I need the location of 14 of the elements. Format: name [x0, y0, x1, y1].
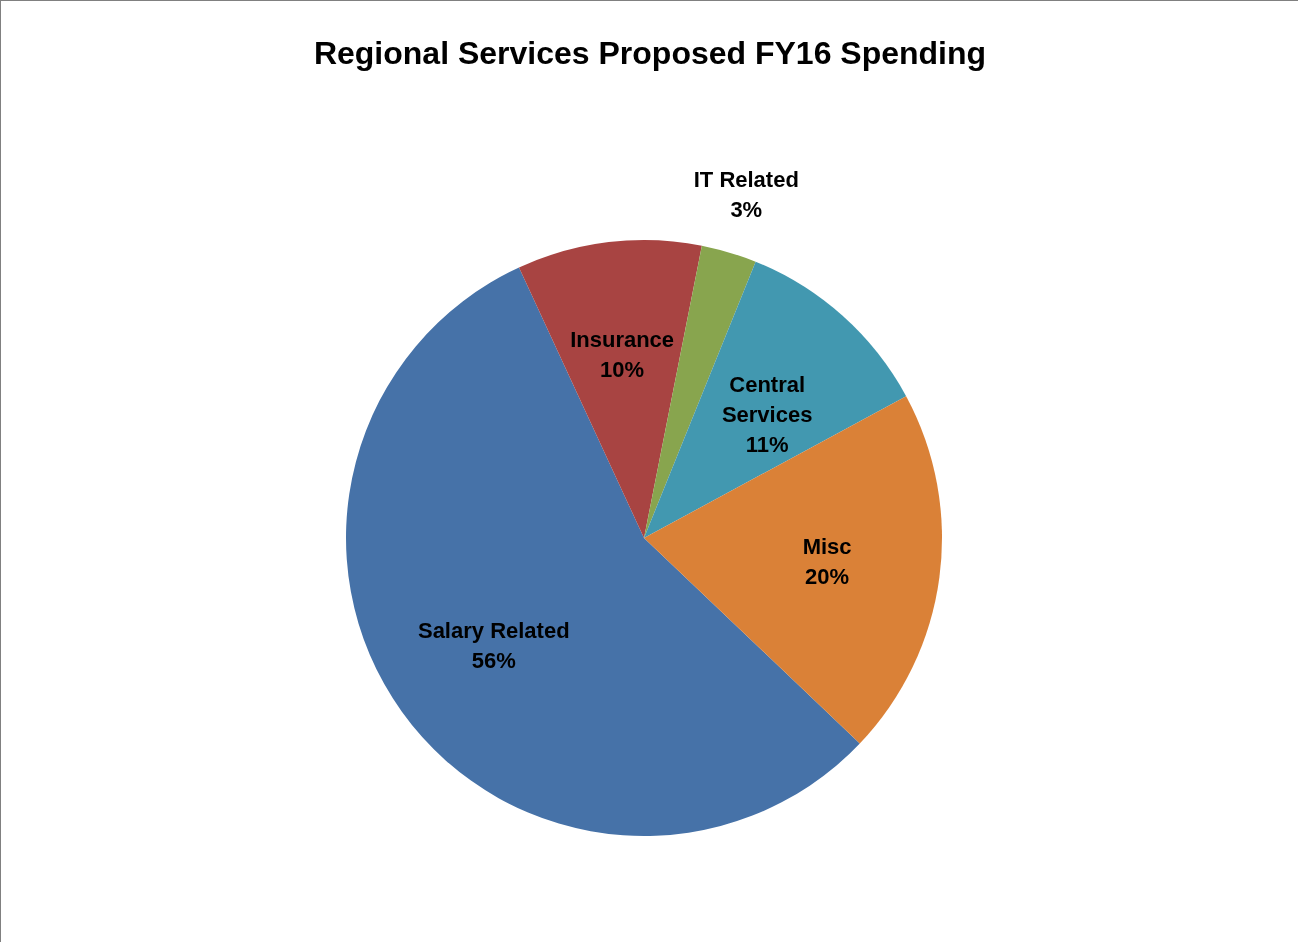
pie-slice	[644, 396, 942, 744]
slice-label: Insurance	[570, 326, 675, 352]
data-label: 10%	[600, 356, 645, 382]
chart-title: Regional Services Proposed FY16 Spending	[313, 35, 987, 71]
data-label: 20%	[805, 564, 850, 590]
slice-label: IT Related	[693, 166, 799, 192]
data-label: 3%	[730, 196, 763, 222]
slice-label: Misc	[802, 534, 852, 560]
pie-slice	[519, 240, 702, 538]
data-label: 11%	[745, 432, 789, 458]
pie-slice	[346, 267, 860, 836]
data-label: 56%	[471, 647, 516, 673]
slice-label: Salary Related	[417, 617, 570, 643]
slice-label: Central Services	[721, 372, 813, 428]
